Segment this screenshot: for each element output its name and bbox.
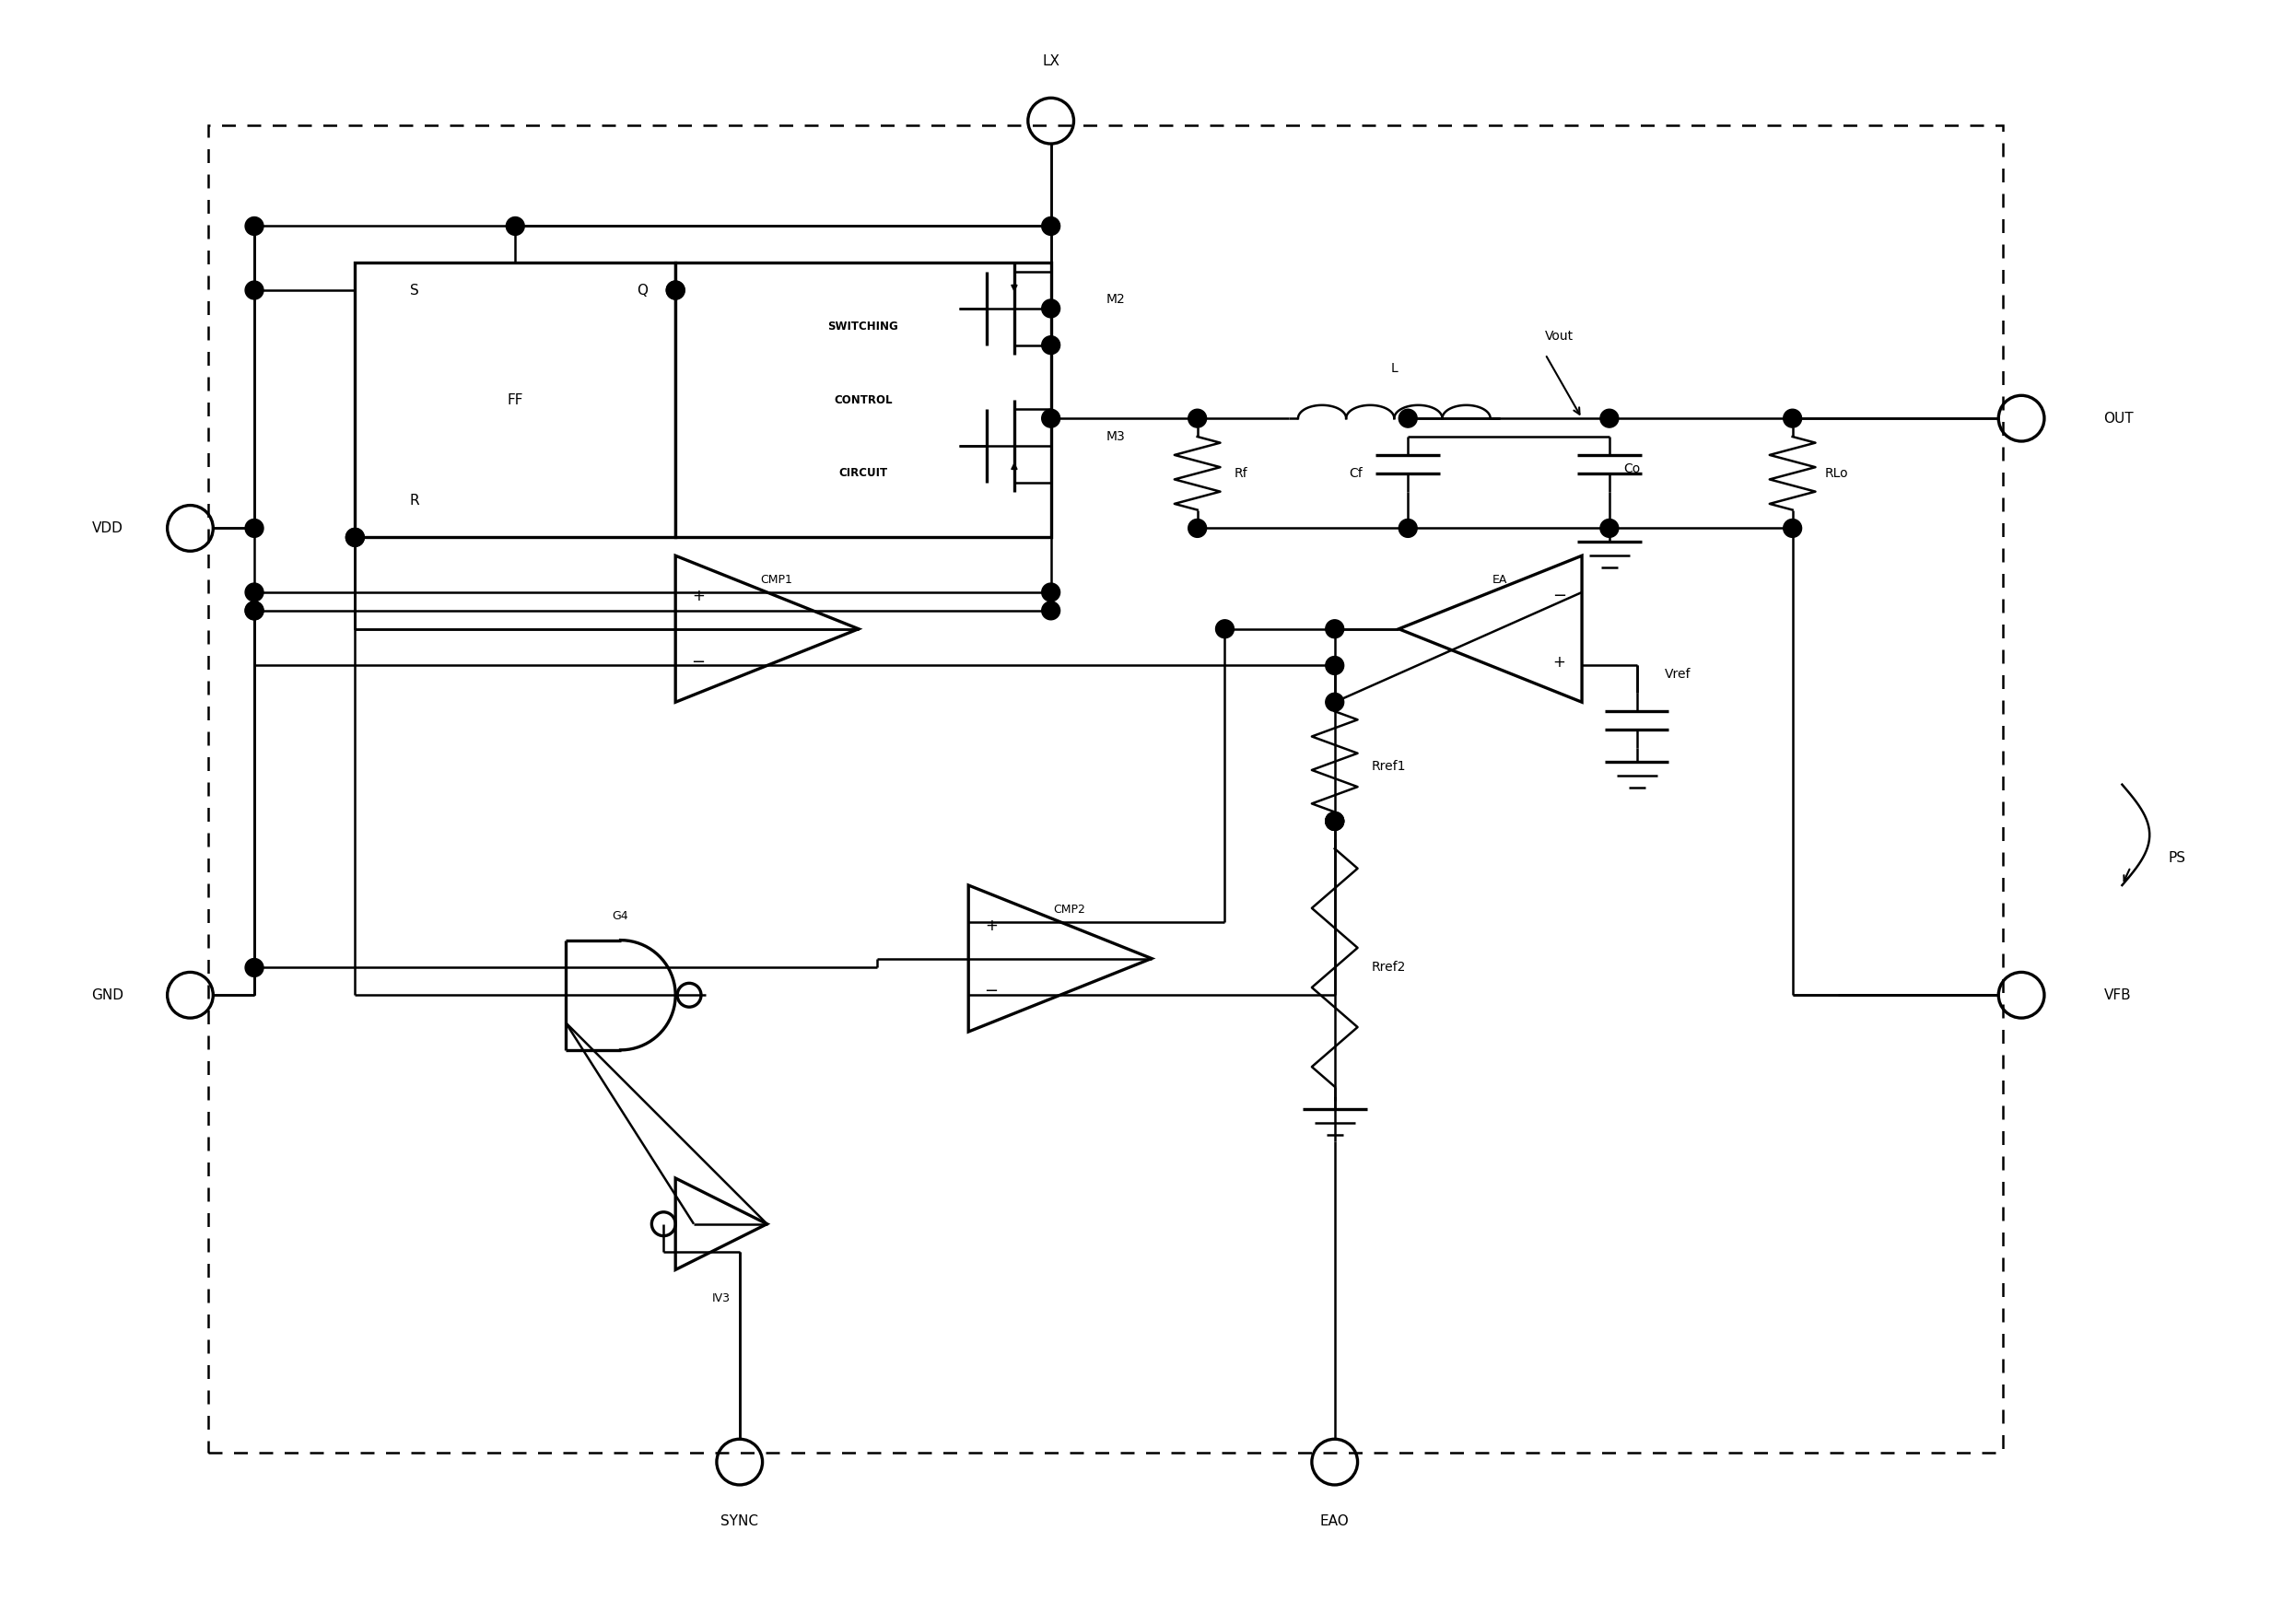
Text: Vout: Vout bbox=[1546, 330, 1574, 343]
Circle shape bbox=[346, 528, 365, 547]
Text: Rf: Rf bbox=[1234, 466, 1248, 479]
Circle shape bbox=[1326, 812, 1344, 830]
Circle shape bbox=[1326, 812, 1344, 830]
Circle shape bbox=[1326, 620, 1344, 638]
Text: −: − bbox=[984, 983, 998, 1000]
Circle shape bbox=[346, 528, 365, 547]
Circle shape bbox=[507, 218, 525, 235]
Text: −: − bbox=[1553, 588, 1567, 604]
Circle shape bbox=[245, 218, 264, 235]
Text: G4: G4 bbox=[612, 909, 629, 922]
Circle shape bbox=[1041, 299, 1060, 318]
Circle shape bbox=[1188, 409, 1207, 427]
Circle shape bbox=[1326, 693, 1344, 711]
Text: OUT: OUT bbox=[2104, 411, 2133, 425]
Text: +: + bbox=[984, 918, 998, 934]
Text: M3: M3 bbox=[1106, 430, 1124, 443]
Circle shape bbox=[245, 520, 264, 538]
Circle shape bbox=[245, 601, 264, 620]
Text: SYNC: SYNC bbox=[720, 1515, 759, 1528]
Circle shape bbox=[1041, 583, 1060, 601]
Text: LX: LX bbox=[1041, 55, 1060, 68]
Circle shape bbox=[1188, 520, 1207, 538]
Circle shape bbox=[1041, 336, 1060, 354]
Circle shape bbox=[1041, 601, 1060, 620]
Text: IV3: IV3 bbox=[711, 1293, 729, 1304]
Text: Q: Q bbox=[638, 283, 647, 297]
Circle shape bbox=[1041, 409, 1060, 427]
Circle shape bbox=[245, 281, 264, 299]
Text: −: − bbox=[690, 653, 704, 671]
Text: CMP2: CMP2 bbox=[1053, 903, 1085, 916]
Circle shape bbox=[665, 281, 684, 299]
Text: Co: Co bbox=[1624, 463, 1640, 476]
Circle shape bbox=[1782, 409, 1801, 427]
Text: Rref1: Rref1 bbox=[1372, 760, 1406, 773]
Bar bbox=[674, 263, 1051, 538]
Circle shape bbox=[1782, 520, 1801, 538]
Circle shape bbox=[1326, 656, 1344, 674]
Text: L: L bbox=[1390, 362, 1397, 375]
Text: R: R bbox=[411, 494, 420, 508]
Circle shape bbox=[245, 958, 264, 976]
Text: Rref2: Rref2 bbox=[1372, 961, 1406, 974]
Text: +: + bbox=[693, 588, 704, 604]
Circle shape bbox=[1601, 409, 1620, 427]
Circle shape bbox=[1041, 218, 1060, 235]
Text: CIRCUIT: CIRCUIT bbox=[840, 468, 888, 479]
Circle shape bbox=[245, 601, 264, 620]
Text: Cf: Cf bbox=[1349, 466, 1363, 479]
Circle shape bbox=[1326, 812, 1344, 830]
Text: RLo: RLo bbox=[1824, 466, 1849, 479]
Text: VFB: VFB bbox=[2104, 987, 2131, 1002]
Text: VDD: VDD bbox=[92, 521, 124, 536]
Text: GND: GND bbox=[92, 987, 124, 1002]
Text: FF: FF bbox=[507, 393, 523, 408]
Circle shape bbox=[1216, 620, 1234, 638]
Bar bbox=[356, 263, 674, 538]
Text: M2: M2 bbox=[1106, 292, 1124, 305]
Text: EA: EA bbox=[1491, 573, 1507, 586]
Text: +: + bbox=[1553, 653, 1565, 671]
Circle shape bbox=[245, 583, 264, 601]
Text: PS: PS bbox=[2168, 851, 2186, 864]
Bar bbox=[209, 125, 2003, 1453]
Circle shape bbox=[1399, 409, 1418, 427]
Text: SWITCHING: SWITCHING bbox=[828, 322, 899, 333]
Circle shape bbox=[1601, 520, 1620, 538]
Text: Vref: Vref bbox=[1665, 667, 1691, 680]
Text: S: S bbox=[411, 283, 420, 297]
Circle shape bbox=[1399, 520, 1418, 538]
Text: EAO: EAO bbox=[1319, 1515, 1349, 1528]
Text: CONTROL: CONTROL bbox=[835, 395, 892, 406]
Text: CMP1: CMP1 bbox=[759, 573, 791, 586]
Circle shape bbox=[665, 281, 684, 299]
